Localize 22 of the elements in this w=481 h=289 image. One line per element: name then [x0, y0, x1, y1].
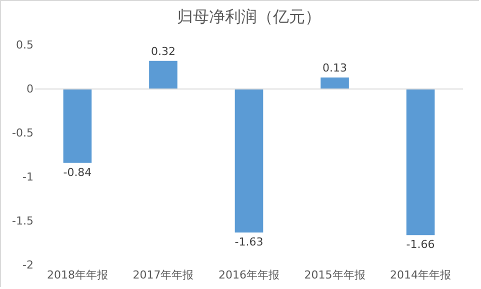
x-tick-label: 2017年年报: [132, 268, 194, 282]
bar: [63, 89, 92, 163]
data-label: -1.66: [406, 238, 435, 252]
y-tick-label: 0: [26, 82, 34, 96]
y-tick-label: -2: [22, 258, 34, 272]
x-tick-label: 2014年年报: [390, 268, 452, 282]
bar: [406, 89, 435, 236]
y-tick-label: -1.5: [12, 214, 34, 228]
y-tick-label: -0.5: [12, 126, 34, 140]
x-tick-label: 2016年年报: [218, 268, 280, 282]
y-tick-label: 0.5: [16, 38, 34, 52]
data-label: -1.63: [234, 235, 264, 248]
y-tick-label: -1: [22, 170, 34, 184]
x-tick-label: 2015年年报: [304, 268, 366, 282]
bar: [320, 78, 349, 89]
x-tick-label: 2018年年报: [46, 268, 108, 282]
bar: [234, 89, 264, 232]
data-label: 0.13: [322, 62, 348, 75]
data-label: -0.84: [63, 166, 92, 179]
bar: [149, 60, 178, 89]
chart-title: 归母净利润（亿元）: [177, 7, 321, 26]
data-label: 0.32: [150, 44, 176, 58]
